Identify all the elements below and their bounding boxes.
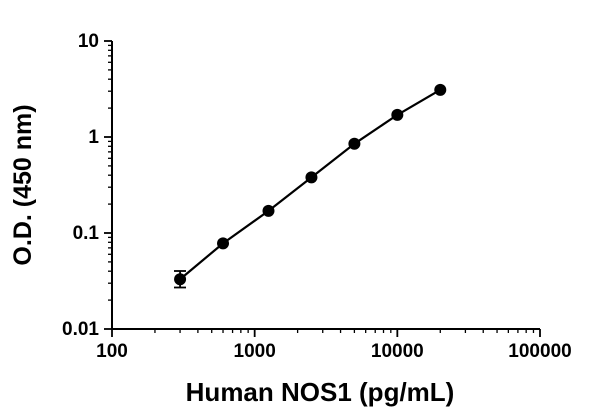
svg-text:100000: 100000 <box>508 341 571 362</box>
svg-text:100: 100 <box>96 341 128 362</box>
svg-text:Human NOS1 (pg/mL): Human NOS1 (pg/mL) <box>186 377 455 407</box>
svg-text:0.1: 0.1 <box>73 223 100 244</box>
svg-text:0.01: 0.01 <box>62 319 99 340</box>
svg-text:1000: 1000 <box>234 341 276 362</box>
svg-text:1: 1 <box>88 127 99 148</box>
svg-text:10000: 10000 <box>371 341 424 362</box>
svg-text:10: 10 <box>78 31 99 52</box>
svg-text:O.D. (450 nm): O.D. (450 nm) <box>9 104 37 265</box>
